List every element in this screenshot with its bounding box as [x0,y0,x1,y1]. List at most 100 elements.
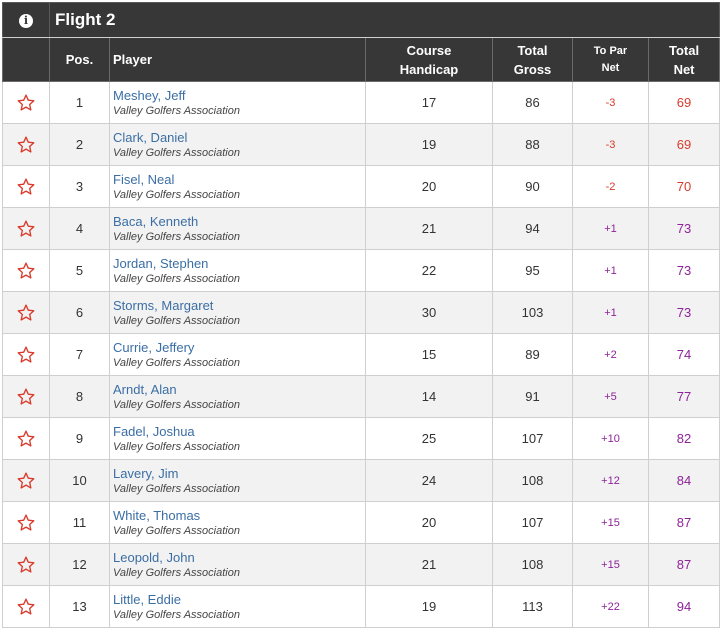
favorite-cell[interactable] [2,249,50,292]
table-row: 7 Currie, Jeffery Valley Golfers Associa… [2,333,721,376]
player-cell: Little, Eddie Valley Golfers Association [109,585,366,628]
player-club: Valley Golfers Association [113,566,240,579]
player-name-link[interactable]: Baca, Kenneth [113,213,199,229]
total-gross-cell: 86 [492,81,573,124]
player-name-link[interactable]: Storms, Margaret [113,297,214,313]
total-net-header-line2: Net [673,61,695,77]
total-net-cell: 87 [647,501,721,544]
star-icon[interactable] [16,219,36,239]
star-icon[interactable] [16,429,36,449]
course-handicap-cell: 19 [365,585,493,628]
to-par-net-cell: +15 [572,543,649,586]
total-net-cell: 73 [647,249,721,292]
star-icon[interactable] [16,345,36,365]
favorite-cell[interactable] [2,81,50,124]
total-net-header[interactable]: Total Net [647,37,721,82]
favorite-column-header [2,37,50,82]
favorite-cell[interactable] [2,207,50,250]
info-button[interactable]: i [2,2,50,38]
course-handicap-cell: 24 [365,459,493,502]
favorite-cell[interactable] [2,333,50,376]
to-par-net-cell: +22 [572,585,649,628]
favorite-cell[interactable] [2,291,50,334]
player-name-link[interactable]: Fadel, Joshua [113,423,195,439]
course-handicap-cell: 25 [365,417,493,460]
course-handicap-header[interactable]: Course Handicap [365,37,493,82]
player-cell: Meshey, Jeff Valley Golfers Association [109,81,366,124]
star-icon[interactable] [16,177,36,197]
star-icon[interactable] [16,303,36,323]
total-net-cell: 74 [647,333,721,376]
player-cell: Leopold, John Valley Golfers Association [109,543,366,586]
total-net-cell: 69 [647,123,721,166]
pos-cell: 13 [49,585,110,628]
player-cell: Storms, Margaret Valley Golfers Associat… [109,291,366,334]
player-name-link[interactable]: Currie, Jeffery [113,339,195,355]
course-handicap-cell: 30 [365,291,493,334]
player-name-link[interactable]: Fisel, Neal [113,171,175,187]
player-name-link[interactable]: Little, Eddie [113,591,181,607]
pos-cell: 3 [49,165,110,208]
pos-header[interactable]: Pos. [49,37,110,82]
player-name-link[interactable]: Lavery, Jim [113,465,179,481]
to-par-net-header-line2: Net [601,61,620,74]
to-par-net-cell: +10 [572,417,649,460]
player-cell: Arndt, Alan Valley Golfers Association [109,375,366,418]
star-icon[interactable] [16,261,36,281]
player-name-link[interactable]: Clark, Daniel [113,129,188,145]
star-icon[interactable] [16,387,36,407]
favorite-cell[interactable] [2,459,50,502]
star-icon[interactable] [16,135,36,155]
star-icon[interactable] [16,93,36,113]
player-club: Valley Golfers Association [113,314,240,327]
leaderboard-table: i Flight 2 Pos. Player Course Handicap To… [2,2,721,628]
total-gross-header[interactable]: Total Gross [492,37,573,82]
to-par-net-cell: +12 [572,459,649,502]
table-row: 1 Meshey, Jeff Valley Golfers Associatio… [2,81,721,124]
pos-cell: 12 [49,543,110,586]
favorite-cell[interactable] [2,585,50,628]
star-icon[interactable] [16,513,36,533]
player-club: Valley Golfers Association [113,272,240,285]
flight-title-row: i Flight 2 [2,2,721,38]
total-net-header-line1: Total [668,42,700,58]
star-icon[interactable] [16,471,36,491]
table-row: 12 Leopold, John Valley Golfers Associat… [2,543,721,586]
star-icon[interactable] [16,555,36,575]
player-name-link[interactable]: Arndt, Alan [113,381,177,397]
player-name-link[interactable]: Jordan, Stephen [113,255,209,271]
favorite-cell[interactable] [2,375,50,418]
player-cell: Fadel, Joshua Valley Golfers Association [109,417,366,460]
player-name-link[interactable]: Leopold, John [113,549,195,565]
favorite-cell[interactable] [2,123,50,166]
total-gross-cell: 95 [492,249,573,292]
table-row: 9 Fadel, Joshua Valley Golfers Associati… [2,417,721,460]
favorite-cell[interactable] [2,501,50,544]
favorite-cell[interactable] [2,543,50,586]
to-par-net-cell: +1 [572,291,649,334]
pos-cell: 4 [49,207,110,250]
favorite-cell[interactable] [2,165,50,208]
total-gross-cell: 94 [492,207,573,250]
total-net-cell: 94 [647,585,721,628]
course-handicap-cell: 17 [365,81,493,124]
to-par-net-header[interactable]: To Par Net [572,37,649,82]
player-club: Valley Golfers Association [113,398,240,411]
course-handicap-cell: 22 [365,249,493,292]
to-par-net-cell: +2 [572,333,649,376]
player-name-link[interactable]: White, Thomas [113,507,201,523]
star-icon[interactable] [16,597,36,617]
total-gross-cell: 88 [492,123,573,166]
table-row: 3 Fisel, Neal Valley Golfers Association… [2,165,721,208]
total-gross-cell: 89 [492,333,573,376]
course-handicap-cell: 20 [365,501,493,544]
course-handicap-cell: 21 [365,207,493,250]
favorite-cell[interactable] [2,417,50,460]
player-cell: Baca, Kenneth Valley Golfers Association [109,207,366,250]
info-icon[interactable]: i [19,14,33,28]
player-header[interactable]: Player [109,37,366,82]
total-net-cell: 82 [647,417,721,460]
table-row: 11 White, Thomas Valley Golfers Associat… [2,501,721,544]
player-name-link[interactable]: Meshey, Jeff [113,87,186,103]
pos-cell: 2 [49,123,110,166]
